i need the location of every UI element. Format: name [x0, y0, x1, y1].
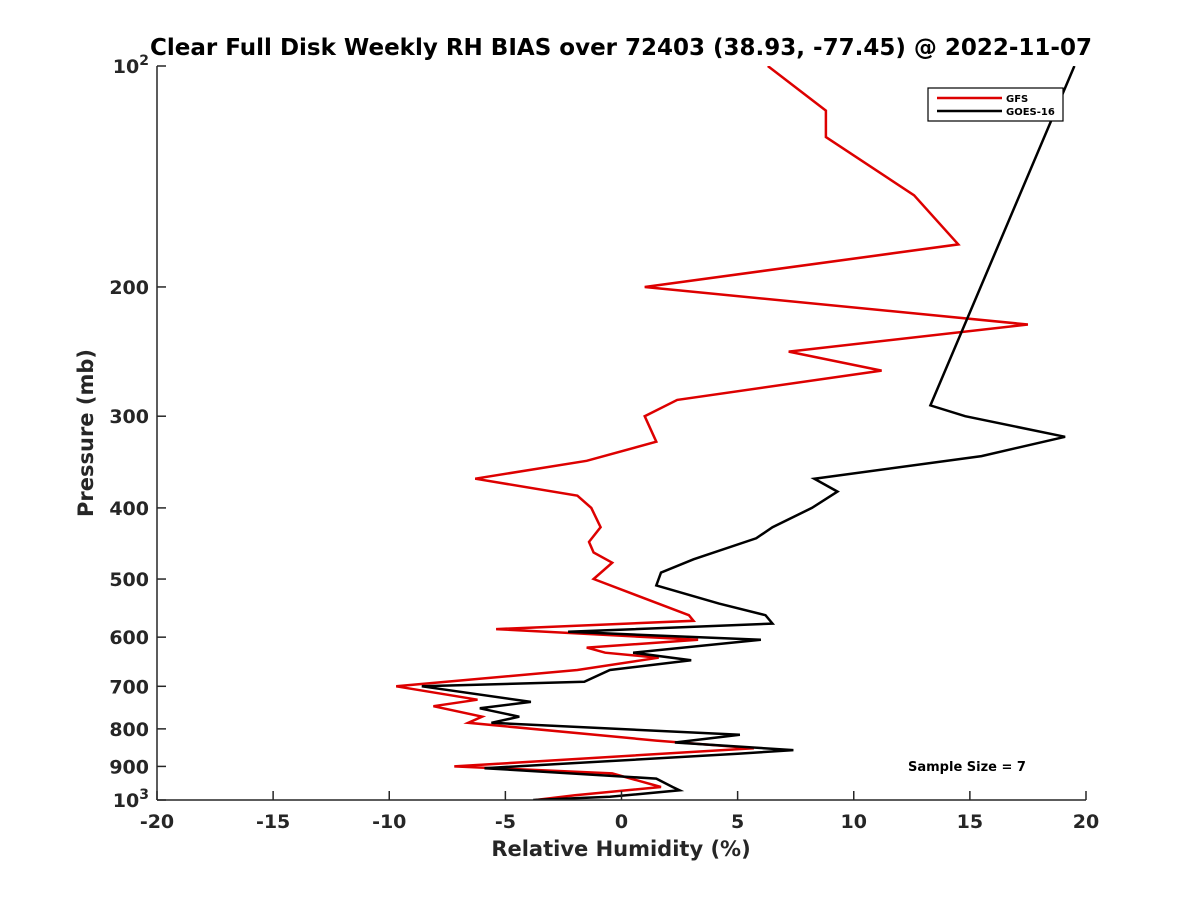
y-tick-label: 900: [109, 756, 149, 778]
y-tick-label: 300: [109, 406, 149, 428]
sample-size-annotation: Sample Size = 7: [908, 760, 1026, 775]
y-tick-label: 103: [113, 787, 149, 812]
legend-box: [927, 87, 1064, 122]
chart-title: Clear Full Disk Weekly RH BIAS over 7240…: [150, 35, 1092, 61]
y-tick-label: 200: [109, 277, 149, 299]
legend-label-goes16: GOES-16: [1006, 107, 1055, 118]
x-axis-label: Relative Humidity (%): [491, 837, 750, 861]
series-layer: [395, 66, 1076, 800]
y-tick-label: 102: [113, 53, 149, 78]
legend-label-gfs: GFS: [1006, 94, 1028, 105]
y-tick-label: 500: [109, 569, 149, 591]
y-tick-label: 600: [109, 627, 149, 649]
y-axis-label: Pressure (mb): [74, 349, 98, 517]
y-tick-label: 800: [109, 719, 149, 741]
x-tick-label: 0: [615, 811, 628, 833]
y-ticks: 102 200 300 400 500 600 700 800 900 103: [109, 53, 166, 812]
x-tick-label: -15: [256, 811, 290, 833]
x-tick-label: 5: [731, 811, 744, 833]
x-tick-label: -10: [372, 811, 406, 833]
series-line-gfs: [395, 66, 1029, 800]
series-line-goes16: [421, 66, 1076, 800]
x-tick-label: -5: [495, 811, 516, 833]
x-ticks: -20 -15 -10 -5 0 5 10 15 20: [140, 791, 1099, 833]
legend: GFS GOES-16: [927, 87, 1064, 122]
x-tick-label: 20: [1073, 811, 1099, 833]
y-tick-label: 400: [109, 498, 149, 520]
x-tick-label: -20: [140, 811, 174, 833]
x-tick-label: 10: [841, 811, 867, 833]
y-tick-label: 700: [109, 676, 149, 698]
x-tick-label: 15: [957, 811, 983, 833]
